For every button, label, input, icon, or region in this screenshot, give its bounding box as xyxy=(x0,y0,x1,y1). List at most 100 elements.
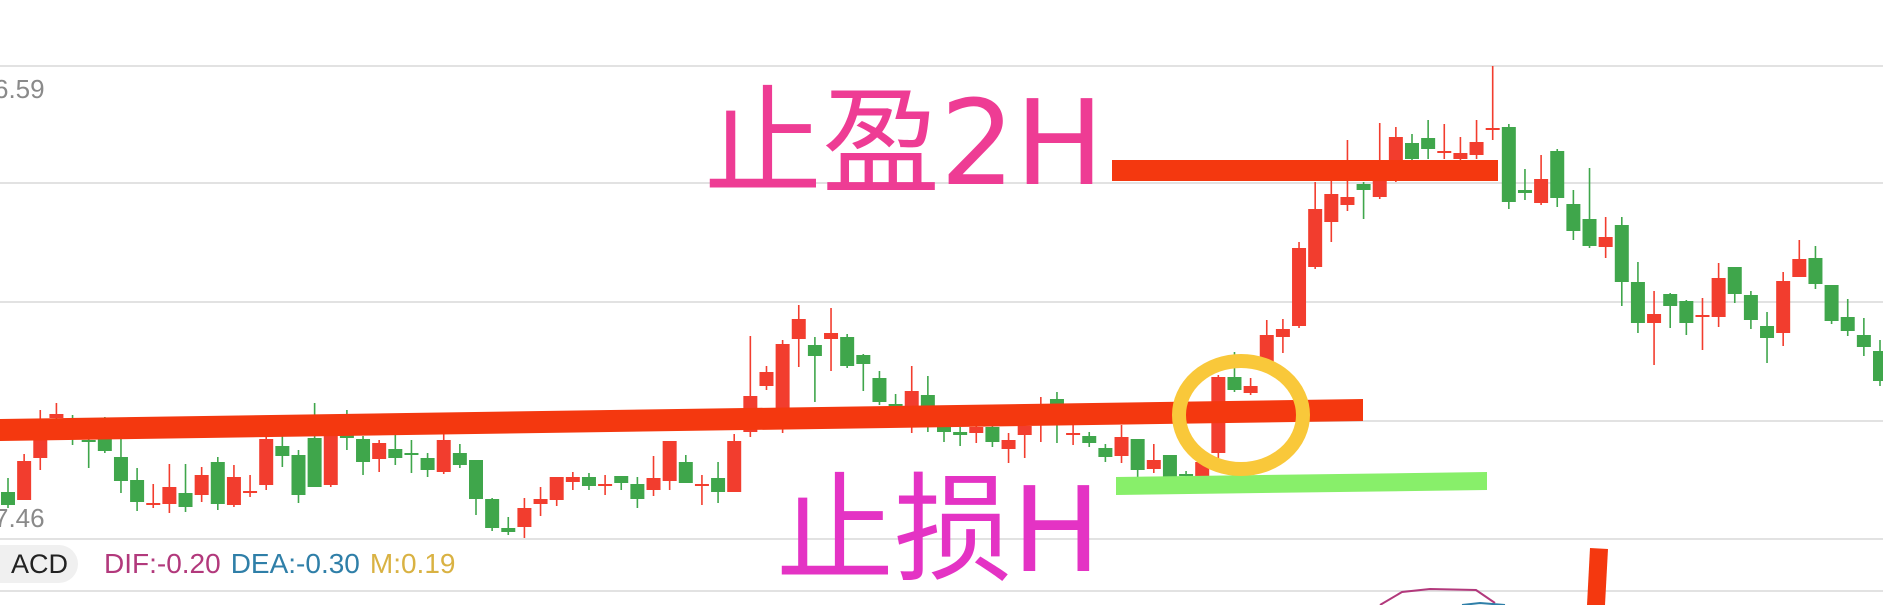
candle-body xyxy=(501,528,516,532)
candle-body xyxy=(1824,285,1839,321)
candle-body xyxy=(920,395,935,407)
stop-loss-annotation: 止损H xyxy=(776,461,1101,599)
candle-body xyxy=(1695,315,1710,317)
candle-body xyxy=(1469,142,1484,155)
candle xyxy=(162,464,177,513)
take-profit-annotation: 止盈2H xyxy=(704,74,1104,212)
candle-body xyxy=(1582,219,1597,246)
candle-body xyxy=(1340,197,1355,205)
candle-body xyxy=(275,446,290,456)
candle-body xyxy=(420,458,435,470)
candle-body xyxy=(646,478,661,490)
candle-body xyxy=(339,435,354,438)
candle-body xyxy=(146,503,161,505)
candle-body xyxy=(1517,190,1532,193)
stop-loss-line[interactable] xyxy=(1116,472,1487,495)
candle xyxy=(1130,439,1145,479)
candle-body xyxy=(759,372,774,386)
candle xyxy=(243,475,258,497)
dea-line xyxy=(1461,601,1506,605)
candle xyxy=(614,476,629,490)
candle-body xyxy=(565,477,580,482)
candle-body xyxy=(1356,184,1371,190)
candle-body xyxy=(549,477,564,500)
candle-body xyxy=(485,499,500,528)
candle-body xyxy=(1001,440,1016,449)
candle-body xyxy=(1840,317,1855,331)
candle xyxy=(1517,169,1532,200)
candle-body xyxy=(1679,301,1694,323)
candle-body xyxy=(1405,143,1419,159)
candle-body xyxy=(1421,138,1436,149)
candle xyxy=(953,427,968,446)
candle xyxy=(856,354,871,391)
candle-body xyxy=(113,457,128,481)
candle xyxy=(598,475,613,495)
candle xyxy=(323,430,338,487)
candle xyxy=(1243,378,1258,395)
candle-body xyxy=(937,427,951,432)
macd-red-stroke[interactable] xyxy=(1587,548,1608,605)
take-profit-line[interactable] xyxy=(1112,160,1498,181)
candle xyxy=(1356,182,1371,219)
candle xyxy=(565,472,580,490)
candle-body xyxy=(1130,439,1145,470)
candle xyxy=(1,478,15,508)
candle xyxy=(1114,425,1129,463)
candle-body xyxy=(1292,248,1307,326)
candle xyxy=(452,444,467,468)
candle-body xyxy=(1308,209,1323,267)
candle xyxy=(1582,168,1597,248)
candle-body xyxy=(388,449,403,458)
candle-body xyxy=(517,508,532,527)
candle xyxy=(1566,190,1581,240)
candle xyxy=(1485,66,1500,140)
candle-body xyxy=(259,439,274,485)
candle-body xyxy=(1873,351,1883,381)
candle-body xyxy=(17,461,32,500)
candle xyxy=(1711,263,1726,327)
candle xyxy=(210,457,225,510)
candle xyxy=(1873,340,1883,386)
candle-body xyxy=(436,440,451,472)
candle-body xyxy=(1372,180,1387,197)
dif-line xyxy=(1379,587,1496,605)
candle xyxy=(1082,432,1097,447)
candle xyxy=(711,462,726,503)
macd-indicator-button[interactable]: ACD xyxy=(0,545,78,583)
candle xyxy=(1647,291,1662,365)
candle-body xyxy=(1066,433,1081,435)
candle xyxy=(17,454,32,500)
candle-body xyxy=(1614,225,1629,282)
candle xyxy=(1695,298,1710,350)
candle xyxy=(469,460,483,515)
candle xyxy=(759,366,774,390)
candle xyxy=(1760,312,1775,363)
candle xyxy=(678,455,693,483)
candle xyxy=(130,468,145,511)
candle xyxy=(178,464,193,512)
candle-body xyxy=(1453,153,1468,159)
highlight-circle[interactable] xyxy=(1172,354,1310,476)
candle xyxy=(501,517,516,535)
candle-body xyxy=(452,453,467,465)
candle-body xyxy=(1808,258,1823,284)
candle-body xyxy=(1,492,15,505)
candle xyxy=(1421,120,1436,159)
candle-body xyxy=(194,475,209,495)
candle xyxy=(1598,217,1613,258)
candle xyxy=(1453,137,1468,162)
candle xyxy=(1017,424,1032,458)
candle-body xyxy=(1630,282,1645,323)
candle xyxy=(1727,267,1742,303)
candle-body xyxy=(533,499,548,504)
macd-button-label: ACD xyxy=(10,549,68,579)
candle-body xyxy=(1243,386,1258,393)
candle-body xyxy=(162,487,177,504)
candle xyxy=(1776,272,1791,346)
candle xyxy=(1098,444,1113,462)
entry-line[interactable] xyxy=(0,399,1363,441)
candle-body xyxy=(872,378,887,402)
candle-body xyxy=(178,493,193,507)
candle-body xyxy=(662,441,677,481)
